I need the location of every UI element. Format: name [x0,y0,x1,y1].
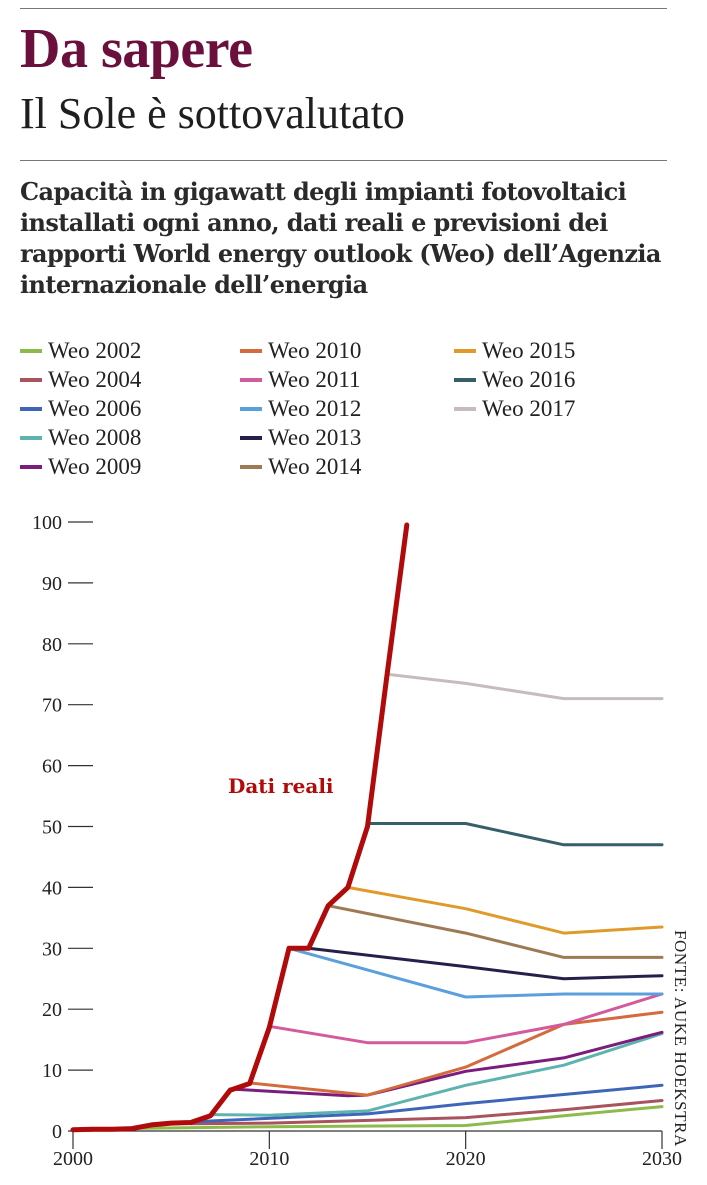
y-tick-label: 100 [32,512,62,534]
legend-label: Weo 2002 [48,337,142,363]
series-line [385,672,664,701]
y-tick-label: 20 [42,999,62,1021]
series-line [366,822,664,847]
y-tick-label: 70 [42,695,62,717]
top-rule [20,8,667,9]
legend-label: Weo 2008 [48,424,142,450]
actual-data-line [70,522,410,1133]
series-line [228,1030,664,1098]
x-tick-label: 2010 [249,1148,289,1170]
legend-item: Weo 2017 [454,394,575,423]
legend-swatch [454,377,476,382]
legend-item: Weo 2009 [20,452,141,481]
x-tick-label: 2000 [53,1148,93,1170]
chart-legend: Weo 2002 Weo 2004 Weo 2006 Weo 2008 Weo 2009… [20,336,680,486]
legend-swatch [454,406,476,411]
legend-label: Weo 2009 [48,453,142,479]
legend-label: Weo 2006 [48,395,142,421]
series-line [208,1032,664,1117]
y-tick-label: 90 [42,573,62,595]
y-tick-label: 40 [42,877,62,899]
series-line [248,1010,664,1097]
legend-item: Weo 2008 [20,423,141,452]
chart-title: Capacità in gigawatt degli impianti foto… [20,177,661,299]
series-line [267,992,664,1045]
x-tick-label: 2030 [642,1148,682,1170]
x-tick-label: 2020 [446,1148,486,1170]
legend-label: Weo 2010 [268,337,362,363]
legend-swatch [240,406,262,411]
page-subtitle: Il Sole è sottovalutato [20,89,405,138]
series-line [189,1099,664,1126]
legend-swatch [240,435,262,440]
legend-swatch [240,377,262,382]
y-tick-label: 30 [42,938,62,960]
legend-item: Weo 2006 [20,394,141,423]
y-tick-label: 0 [52,1121,62,1143]
legend-label: Weo 2015 [482,337,576,363]
y-tick-label: 60 [42,756,62,778]
legend-label: Weo 2004 [48,366,142,392]
legend-item: Weo 2011 [240,365,360,394]
series-line [346,885,664,935]
legend-label: Weo 2016 [482,366,576,392]
series-line [287,946,664,999]
series-line [326,904,664,959]
y-tick-label: 10 [42,1060,62,1082]
legend-swatch [20,435,42,440]
legend-item: Weo 2016 [454,365,575,394]
legend-swatch [20,406,42,411]
series-line [71,1105,664,1131]
legend-item: Weo 2012 [240,394,361,423]
legend-item: Weo 2002 [20,336,141,365]
legend-label: Weo 2013 [268,424,362,450]
legend-label: Weo 2012 [268,395,362,421]
kicker-title: Da sapere [20,18,253,80]
legend-item: Weo 2013 [240,423,361,452]
actual-data-annotation: Dati reali [228,774,334,798]
mid-rule [20,160,667,161]
legend-item: Weo 2004 [20,365,141,394]
legend-swatch [20,464,42,469]
legend-item: Weo 2015 [454,336,575,365]
series-line [307,946,664,981]
legend-item: Weo 2010 [240,336,361,365]
legend-item: Weo 2014 [240,452,361,481]
legend-label: Weo 2011 [268,366,361,392]
legend-label: Weo 2014 [268,453,362,479]
legend-swatch [20,348,42,353]
y-tick-label: 50 [42,817,62,839]
source-credit: FONTE: AUKE HOEKSTRA [671,930,690,1147]
legend-swatch [240,464,262,469]
legend-swatch [240,348,262,353]
y-tick-label: 80 [42,634,62,656]
legend-label: Weo 2017 [482,395,576,421]
legend-swatch [20,377,42,382]
legend-swatch [454,348,476,353]
series-line [189,1083,664,1124]
